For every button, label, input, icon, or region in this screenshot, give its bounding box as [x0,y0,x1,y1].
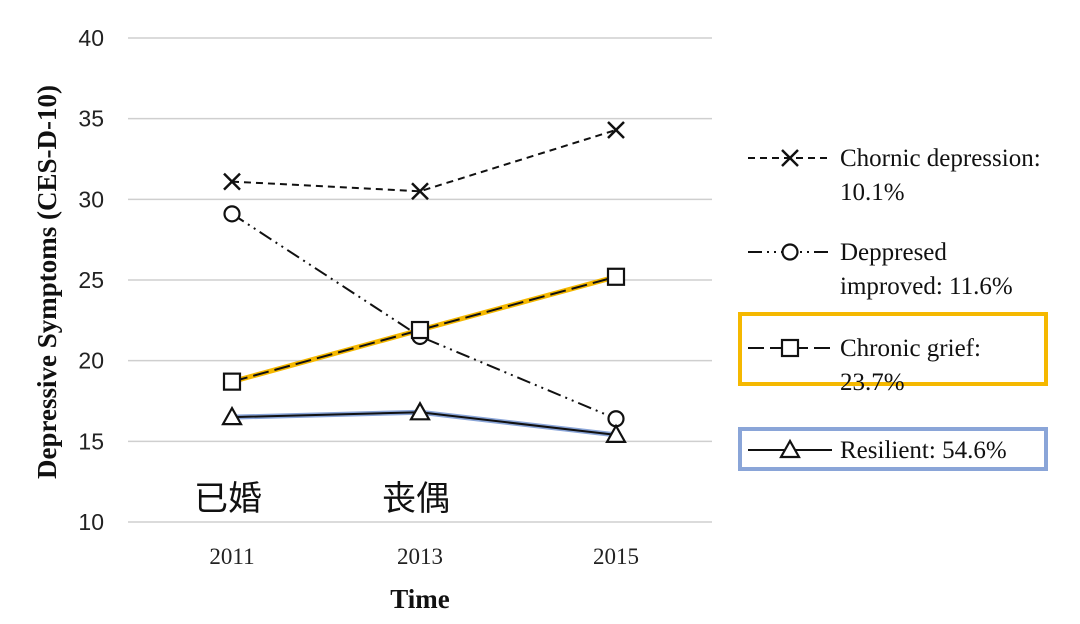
legend-label: Chornic depression: [840,145,1041,172]
tick-labels: 10 15 20 25 30 35 40 2011 2013 2015 [78,25,639,569]
legend-label: 23.7% [840,369,905,396]
legend-marker [781,243,799,261]
annotation-label: 已婚 [194,480,262,518]
legend-item: Chornic depression: 10.1% [748,145,1041,206]
y-tick-label: 25 [78,267,104,293]
y-tick-label: 30 [78,186,104,212]
series-2-line [231,213,617,420]
y-axis-title: Depressive Symptoms (CES-D-10) [32,85,62,479]
x-tick-label: 2011 [209,544,254,569]
series-1-point [411,182,429,201]
legend-highlight-box [738,427,1048,471]
legend-label: Chronic grief: [840,335,981,362]
y-tick-label: 15 [78,428,104,454]
series-3-point [222,372,242,391]
legend-item: Chronic grief: 23.7% [738,312,1048,396]
grid-lines [128,37,712,523]
annotation-label: 丧偶 [382,480,450,518]
legend-marker [780,338,800,358]
legend-item: Deppresed improved: 11.6% [748,239,1013,300]
series-3-point [606,267,626,286]
x-tick-label: 2013 [397,544,443,569]
legend: Chornic depression: 10.1% Deppresed improve… [738,145,1048,471]
series-3-point [410,320,430,340]
legend-item: Resilient: 54.6% [738,427,1048,471]
series-lines [231,129,617,436]
legend-label: Deppresed [840,239,947,266]
series-1-point [607,121,625,139]
y-tick-label: 40 [78,25,104,51]
x-tick-label: 2015 [593,544,639,569]
y-tick-label: 35 [78,106,104,132]
series-4-point [409,401,431,421]
annotations: 已婚 丧偶 [194,480,450,518]
legend-label: Resilient: 54.6% [840,437,1007,464]
series-1-point [223,172,241,191]
x-axis-title: Time [390,584,450,614]
series-1-line [231,129,617,193]
y-tick-label: 10 [78,509,104,535]
y-tick-label: 20 [78,348,104,374]
legend-label: 10.1% [840,179,905,206]
series-2-point [223,205,241,223]
series-3-line [231,275,617,383]
legend-label: improved: 11.6% [840,273,1013,300]
series-4-point [221,405,243,426]
legend-highlight-box [738,312,1048,386]
legend-marker [779,438,801,459]
series-markers [221,121,627,443]
series-4-point [605,423,627,443]
legend-marker [781,149,799,167]
